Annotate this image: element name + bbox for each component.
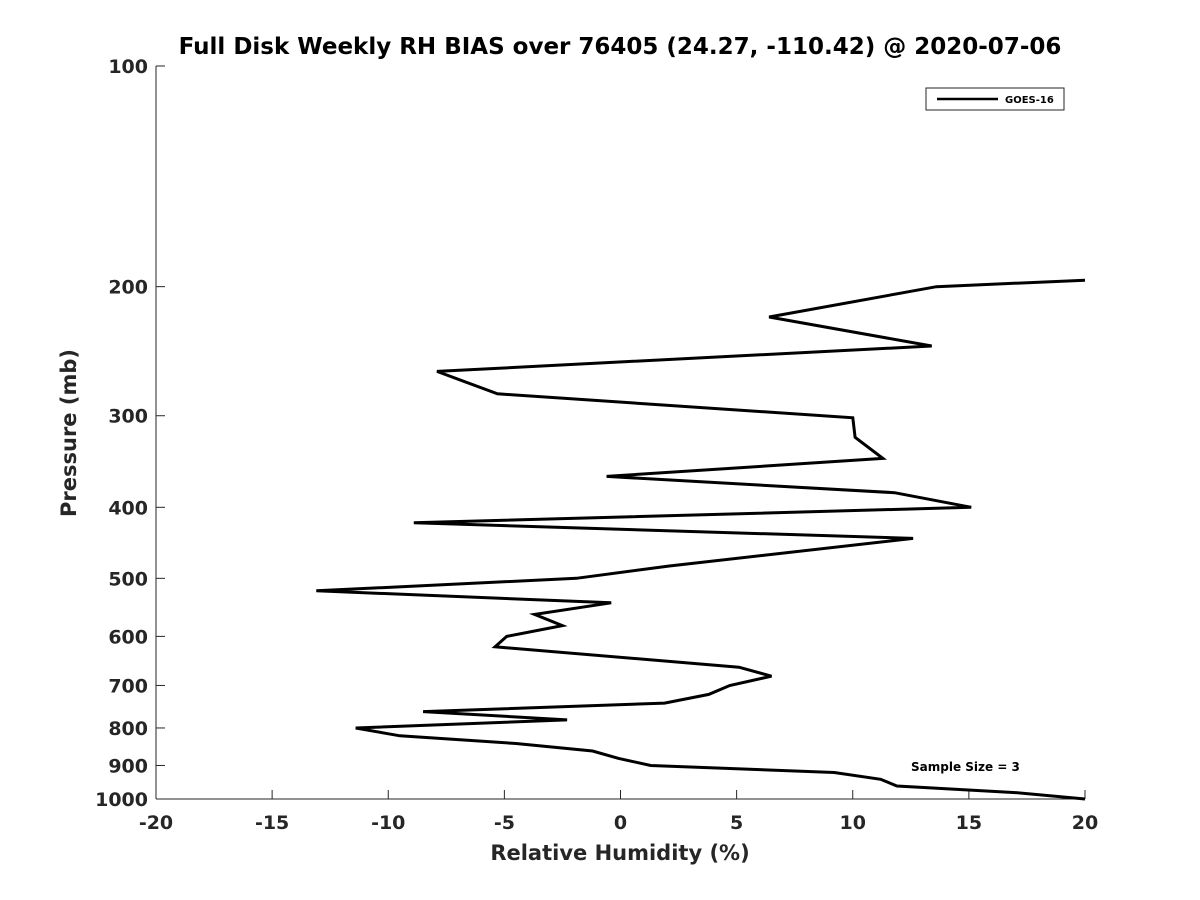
x-tick-label: 0 <box>614 812 627 834</box>
y-tick-label: 500 <box>108 568 148 590</box>
x-tick-label: -15 <box>255 812 289 834</box>
x-tick-label: 20 <box>1072 812 1098 834</box>
plot-area <box>316 278 1086 801</box>
x-tick-label: 5 <box>730 812 743 834</box>
x-tick-label: 15 <box>956 812 982 834</box>
y-tick-label: 800 <box>108 718 148 740</box>
y-tick-label: 900 <box>108 755 148 777</box>
series-line-goes-16 <box>316 278 1086 801</box>
x-tick-label: -5 <box>494 812 515 834</box>
y-tick-label: 600 <box>108 626 148 648</box>
legend-entry-label: GOES-16 <box>1005 95 1054 106</box>
legend: GOES-16 <box>925 87 1065 111</box>
y-tick-label: 300 <box>108 406 148 428</box>
chart-title: Full Disk Weekly RH BIAS over 76405 (24.… <box>179 34 1062 60</box>
x-axis-label: Relative Humidity (%) <box>490 841 749 865</box>
y-tick-label: 1000 <box>95 789 148 811</box>
y-tick-label: 100 <box>108 56 148 78</box>
y-axis-ticks: 100 200 300 400 500 600 700 800 900 1000 <box>95 56 165 811</box>
x-tick-label: -20 <box>139 812 173 834</box>
y-tick-label: 400 <box>108 497 148 519</box>
y-tick-label: 700 <box>108 675 148 697</box>
x-tick-label: -10 <box>371 812 405 834</box>
y-tick-label: 200 <box>108 277 148 299</box>
x-tick-label: 10 <box>840 812 866 834</box>
y-axis-label: Pressure (mb) <box>57 349 81 517</box>
sample-size-annotation: Sample Size = 3 <box>911 760 1020 774</box>
x-axis-ticks: -20 -15 -10 -5 0 5 10 15 20 <box>139 790 1098 834</box>
